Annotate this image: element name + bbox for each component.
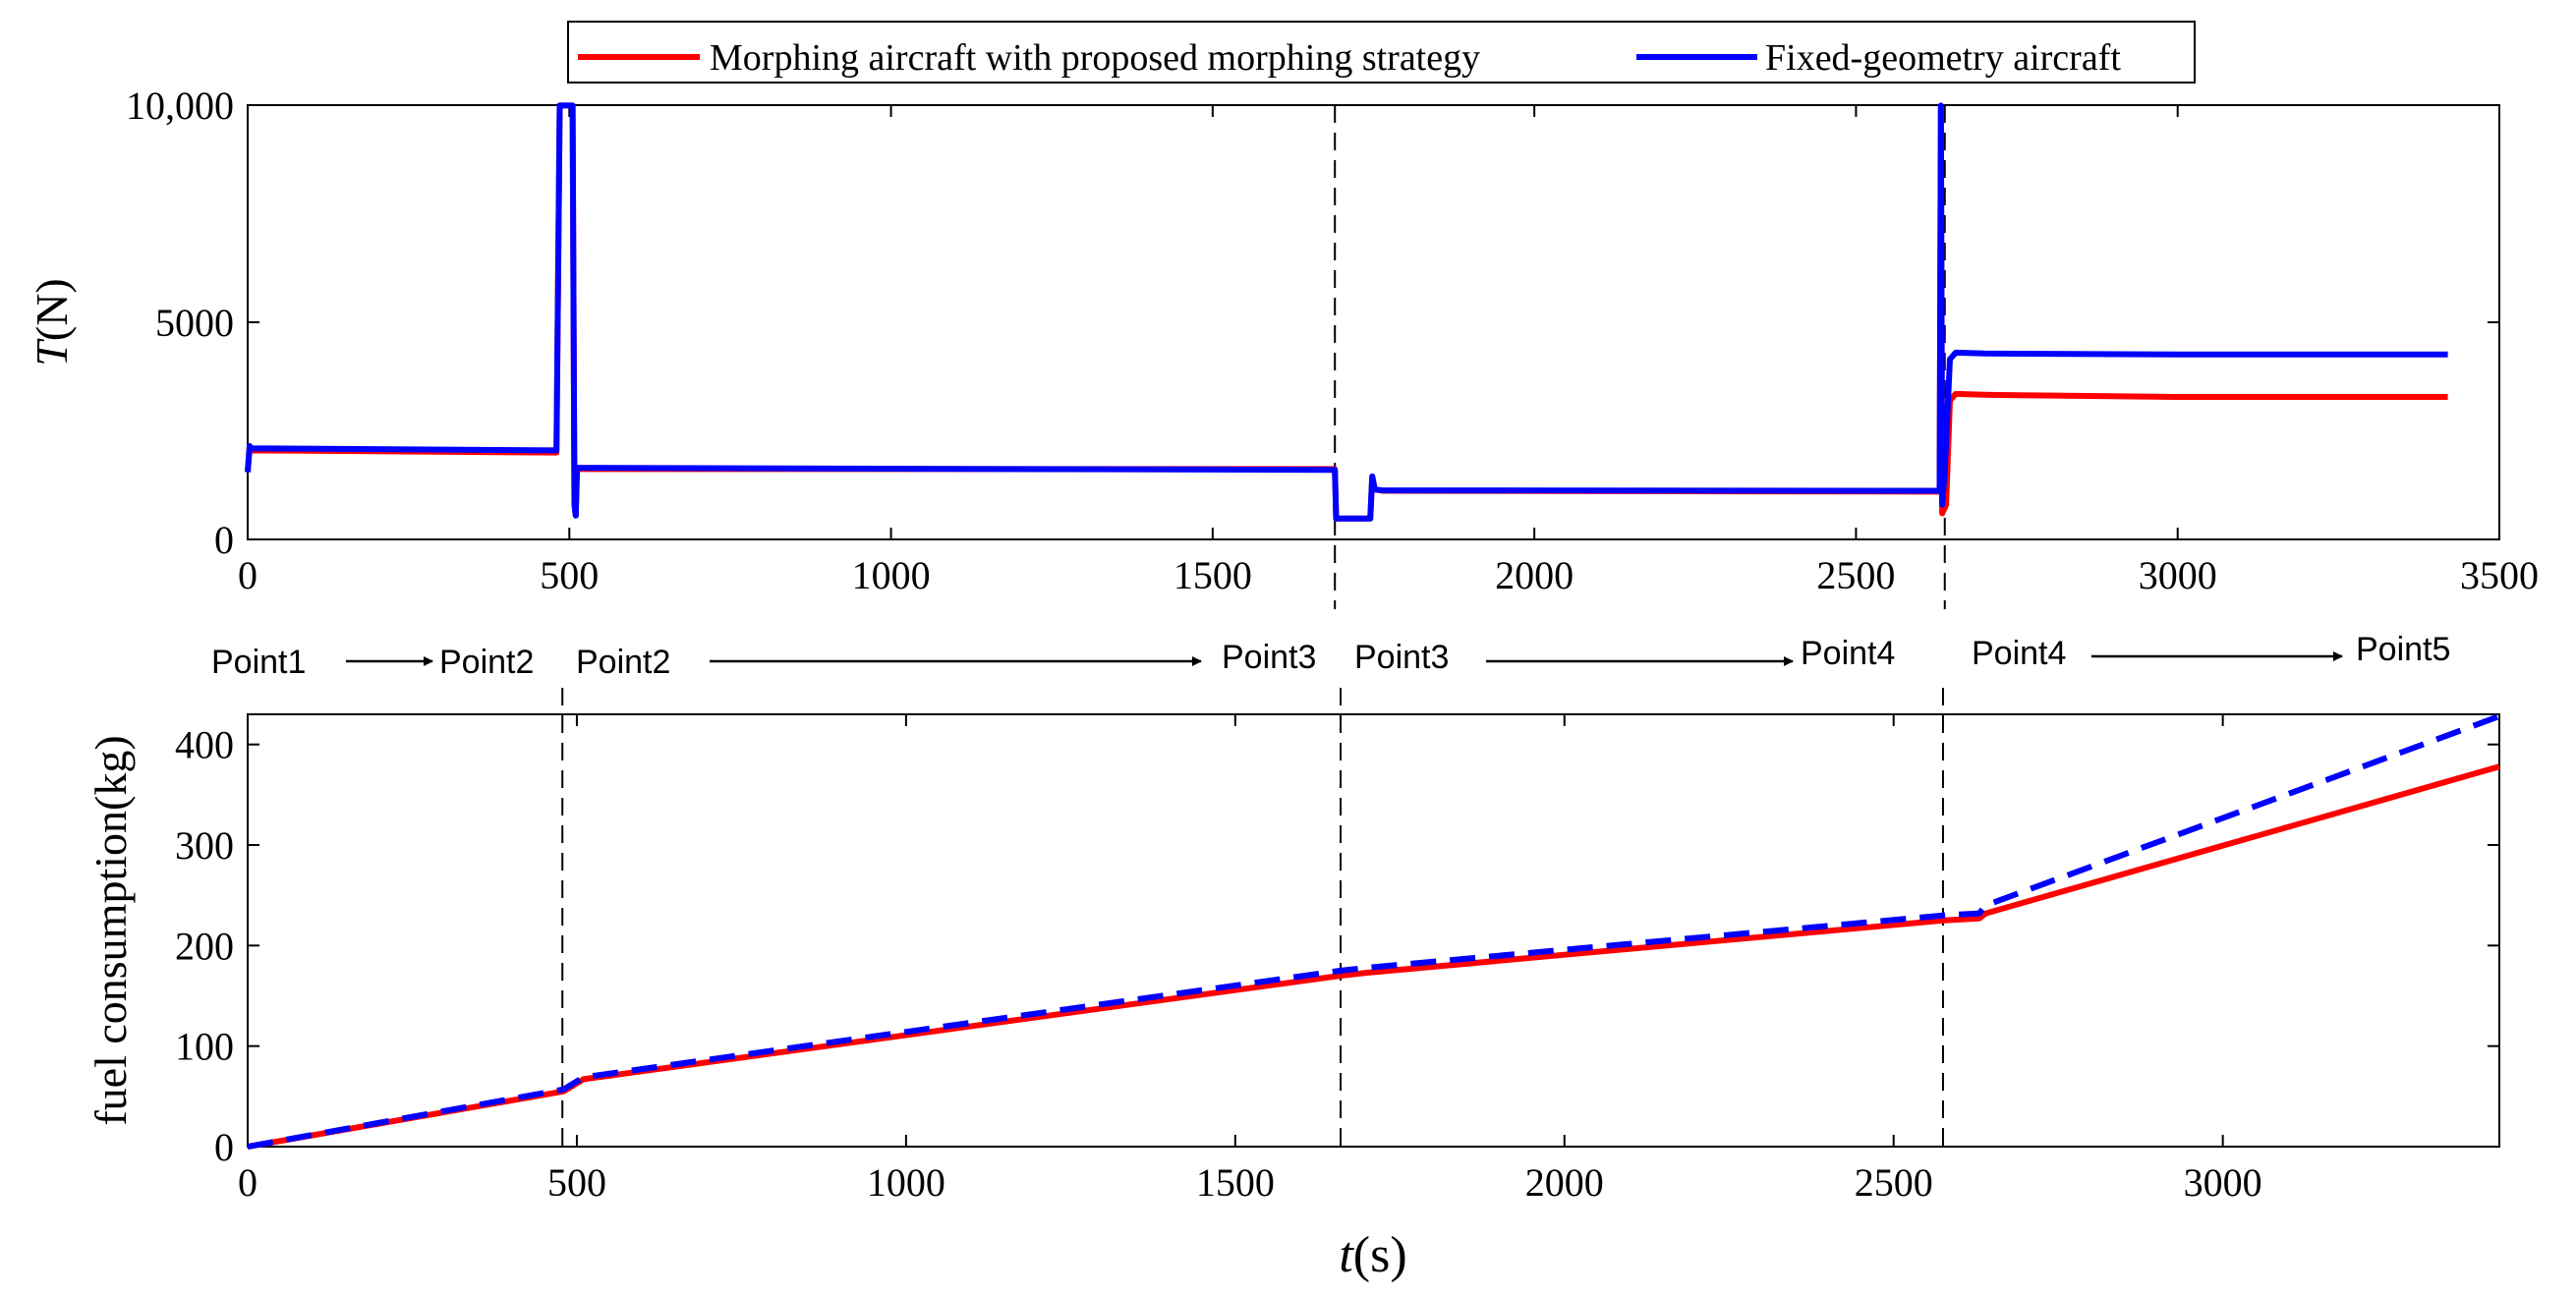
thrust-series-morphing (245, 102, 2448, 522)
thrust-y-axis-label-var: T (27, 338, 77, 366)
time-x-axis-label-var: t (1339, 1227, 1354, 1283)
fuel-series (247, 713, 2501, 1150)
time-x-axis-label: t(s) (1339, 1227, 1406, 1283)
annotation-point2-a: Point2 (439, 644, 534, 681)
thrust-chart: 0 500 1000 1500 2000 2500 3000 3500 0 5000 10,000… (27, 84, 2539, 609)
annotation-point4-b: Point4 (1972, 635, 2066, 672)
thrust-series (245, 102, 2448, 522)
thrust-x-tick-label: 0 (238, 553, 258, 597)
fuel-axes-box (247, 713, 2500, 1148)
fuel-x-tick-label: 3000 (2184, 1160, 2262, 1205)
fuel-x-tick-label: 0 (238, 1160, 258, 1205)
thrust-y-tick-label: 0 (214, 518, 234, 562)
point-annotations: Point1 Point2 Point2 Point3 Point3 Point… (211, 631, 2450, 681)
fuel-y-tick-label: 200 (175, 924, 234, 968)
thrust-y-ticks: 0 5000 10,000 (126, 84, 2499, 562)
thrust-x-tick-label: 2000 (1495, 553, 1574, 597)
fuel-chart: 0 500 1000 1500 2000 2500 3000 0 100 200 300 400 f… (86, 688, 2501, 1283)
fuel-x-tick-label: 1000 (867, 1160, 945, 1205)
annotation-point5: Point5 (2356, 631, 2450, 668)
legend-label-fixed: Fixed-geometry aircraft (1765, 37, 2121, 79)
fuel-y-ticks: 0 100 200 300 400 (175, 723, 2499, 1169)
fuel-y-tick-label: 100 (175, 1025, 234, 1069)
thrust-x-tick-label: 2500 (1816, 553, 1895, 597)
fuel-x-tick-label: 1500 (1196, 1160, 1275, 1205)
legend-box (567, 21, 2196, 84)
fuel-x-tick-label: 2500 (1855, 1160, 1933, 1205)
fuel-y-tick-label: 0 (214, 1125, 234, 1169)
fuel-x-tick-label: 500 (547, 1160, 606, 1205)
fuel-x-tick-label: 2000 (1525, 1160, 1604, 1205)
fuel-y-tick-label: 300 (175, 823, 234, 868)
thrust-y-axis-label: T(N) (27, 278, 77, 366)
thrust-x-tick-label: 1500 (1174, 553, 1252, 597)
thrust-x-ticks: 0 500 1000 1500 2000 2500 3000 3500 (238, 105, 2539, 597)
annotation-point4-a: Point4 (1801, 635, 1895, 672)
annotation-point3-a: Point3 (1222, 639, 1316, 676)
fuel-vlines (561, 688, 1944, 1147)
thrust-x-tick-label: 500 (540, 553, 599, 597)
annotation-point2-b: Point2 (576, 644, 670, 681)
time-x-axis-label-unit: (s) (1353, 1227, 1407, 1283)
thrust-x-tick-label: 3000 (2139, 553, 2217, 597)
fuel-y-tick-label: 400 (175, 723, 234, 767)
thrust-y-tick-label: 10,000 (126, 84, 234, 128)
thrust-y-tick-label: 5000 (155, 301, 234, 345)
thrust-y-axis-label-unit: (N) (27, 278, 77, 341)
fuel-x-ticks: 0 500 1000 1500 2000 2500 3000 (238, 714, 2262, 1205)
legend-label-morphing: Morphing aircraft with proposed morphing… (710, 37, 1480, 79)
annotation-point3-b: Point3 (1354, 639, 1449, 676)
fuel-series-morphing (247, 763, 2500, 1150)
thrust-series-fixed (245, 102, 2448, 522)
legend: Morphing aircraft with proposed morphing… (567, 21, 2196, 84)
fuel-y-axis-label: fuel consumption(kg) (86, 735, 136, 1125)
thrust-vlines (1334, 105, 1946, 609)
fuel-series-fixed (247, 713, 2501, 1150)
thrust-x-tick-label: 3500 (2460, 553, 2539, 597)
thrust-x-tick-label: 1000 (852, 553, 931, 597)
annotation-point1-a: Point1 (211, 644, 306, 681)
